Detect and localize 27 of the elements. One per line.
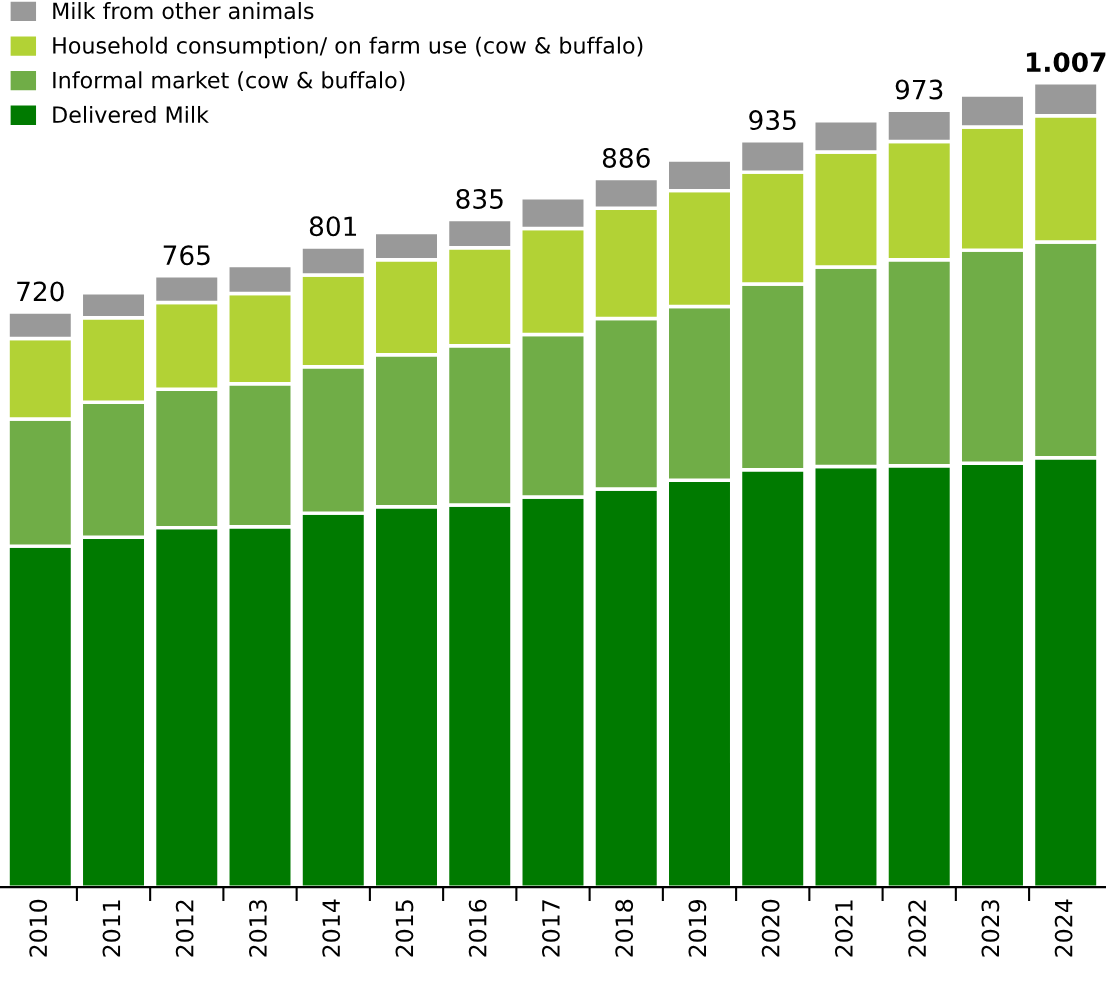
annotation: 1.007 bbox=[1026, 52, 1106, 73]
annotation: 720 bbox=[17, 281, 64, 302]
x-tick-label: 2013 bbox=[249, 900, 267, 957]
x-tick-label: 2015 bbox=[395, 900, 414, 957]
legend-label: Informal market (cow & buffalo) bbox=[53, 71, 405, 92]
x-tick-label: 2012 bbox=[175, 900, 194, 957]
annotation: 886 bbox=[602, 147, 650, 168]
annotation: 765 bbox=[163, 245, 210, 266]
x-tick-label: 2016 bbox=[468, 899, 487, 957]
x-tick-label: 2010 bbox=[29, 899, 48, 957]
x-tick-label: 2014 bbox=[322, 899, 341, 957]
legend-label: Household consumption/ on farm use (cow & buffalo) bbox=[53, 36, 643, 59]
annotation: 935 bbox=[749, 110, 796, 131]
annotation: 801 bbox=[309, 216, 357, 237]
x-tick-label: 2024 bbox=[1054, 899, 1073, 957]
x-tick-label: 2019 bbox=[688, 899, 707, 957]
x-tick-label: 2022 bbox=[908, 900, 927, 957]
x-tick-label: 2020 bbox=[761, 899, 780, 957]
x-tick-label: 2023 bbox=[981, 900, 1000, 957]
annotation: 835 bbox=[456, 188, 503, 209]
annotation: 973 bbox=[895, 79, 943, 100]
legend-label: Milk from other animals bbox=[53, 2, 314, 20]
x-tick-label: 2017 bbox=[541, 900, 560, 957]
x-tick-label: 2011 bbox=[102, 900, 121, 957]
legend-label: Delivered Milk bbox=[53, 105, 209, 124]
x-tick-label: 2021 bbox=[834, 900, 853, 957]
x-tick-label: 2018 bbox=[615, 899, 634, 957]
